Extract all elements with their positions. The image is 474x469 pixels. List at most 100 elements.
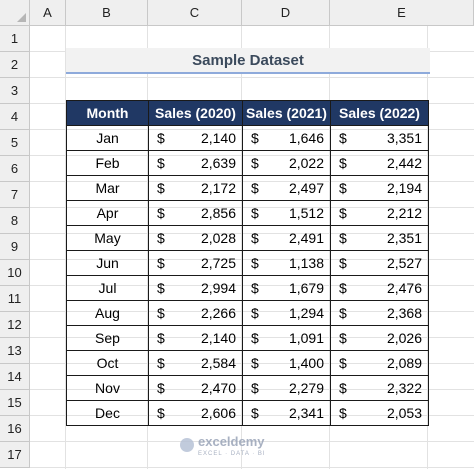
sales-cell-2020[interactable]: $2,140 bbox=[148, 325, 243, 351]
sales-cell-2022[interactable]: $2,026 bbox=[330, 325, 429, 351]
column-header-c[interactable]: C bbox=[148, 0, 242, 26]
month-cell[interactable]: Jan bbox=[66, 125, 149, 151]
currency-value: $1,138 bbox=[243, 255, 330, 271]
month-cell[interactable]: Jun bbox=[66, 250, 149, 276]
row-header-16[interactable]: 16 bbox=[0, 416, 30, 442]
sales-cell-2020[interactable]: $2,856 bbox=[148, 200, 243, 226]
sales-value: 2,322 bbox=[386, 380, 422, 396]
sales-cell-2021[interactable]: $1,512 bbox=[242, 200, 331, 226]
grid-hline bbox=[30, 467, 474, 468]
currency-value: $2,212 bbox=[331, 205, 428, 221]
month-cell[interactable]: Sep bbox=[66, 325, 149, 351]
sales-cell-2020[interactable]: $2,606 bbox=[148, 400, 243, 426]
table-row: May $2,028 $2,491 $2,351 bbox=[66, 225, 429, 251]
sales-value: 2,140 bbox=[200, 130, 236, 146]
row-header-7[interactable]: 7 bbox=[0, 182, 30, 208]
row-header-3[interactable]: 3 bbox=[0, 78, 30, 104]
sales-cell-2020[interactable]: $2,725 bbox=[148, 250, 243, 276]
sales-cell-2021[interactable]: $1,294 bbox=[242, 300, 331, 326]
row-header-4[interactable]: 4 bbox=[0, 104, 30, 130]
sales-cell-2021[interactable]: $1,400 bbox=[242, 350, 331, 376]
currency-symbol: $ bbox=[157, 280, 165, 296]
month-cell[interactable]: Apr bbox=[66, 200, 149, 226]
sales-cell-2020[interactable]: $2,639 bbox=[148, 150, 243, 176]
header-sales-2021[interactable]: Sales (2021) bbox=[242, 100, 331, 126]
table-header-row: Month Sales (2020) Sales (2021) Sales (2… bbox=[66, 100, 429, 126]
month-cell[interactable]: Jul bbox=[66, 275, 149, 301]
sales-cell-2020[interactable]: $2,140 bbox=[148, 125, 243, 151]
header-month[interactable]: Month bbox=[66, 100, 149, 126]
currency-value: $2,194 bbox=[331, 180, 428, 196]
sales-value: 2,053 bbox=[386, 405, 422, 421]
month-cell[interactable]: May bbox=[66, 225, 149, 251]
sales-cell-2021[interactable]: $1,679 bbox=[242, 275, 331, 301]
sales-value: 2,266 bbox=[200, 305, 236, 321]
dataset-title[interactable]: Sample Dataset bbox=[66, 48, 430, 74]
currency-value: $2,089 bbox=[331, 355, 428, 371]
sales-cell-2020[interactable]: $2,994 bbox=[148, 275, 243, 301]
column-header-b[interactable]: B bbox=[66, 0, 148, 26]
row-header-9[interactable]: 9 bbox=[0, 234, 30, 260]
sales-cell-2020[interactable]: $2,172 bbox=[148, 175, 243, 201]
row-header-6[interactable]: 6 bbox=[0, 156, 30, 182]
select-all-corner[interactable] bbox=[0, 0, 30, 26]
currency-value: $2,470 bbox=[149, 380, 242, 396]
sales-cell-2020[interactable]: $2,470 bbox=[148, 375, 243, 401]
month-cell[interactable]: Aug bbox=[66, 300, 149, 326]
row-header-1[interactable]: 1 bbox=[0, 26, 30, 52]
row-header-15[interactable]: 15 bbox=[0, 390, 30, 416]
currency-symbol: $ bbox=[157, 330, 165, 346]
header-sales-2022[interactable]: Sales (2022) bbox=[330, 100, 429, 126]
row-header-5[interactable]: 5 bbox=[0, 130, 30, 156]
sales-cell-2021[interactable]: $1,138 bbox=[242, 250, 331, 276]
table-row: Apr $2,856 $1,512 $2,212 bbox=[66, 200, 429, 226]
sales-value: 2,491 bbox=[288, 230, 324, 246]
sales-cell-2022[interactable]: $2,368 bbox=[330, 300, 429, 326]
sales-cell-2022[interactable]: $3,351 bbox=[330, 125, 429, 151]
row-header-17[interactable]: 17 bbox=[0, 442, 30, 468]
sales-cell-2022[interactable]: $2,322 bbox=[330, 375, 429, 401]
sales-value: 2,028 bbox=[200, 230, 236, 246]
row-header-10[interactable]: 10 bbox=[0, 260, 30, 286]
column-header-a[interactable]: A bbox=[30, 0, 66, 26]
sales-cell-2022[interactable]: $2,212 bbox=[330, 200, 429, 226]
sales-cell-2022[interactable]: $2,442 bbox=[330, 150, 429, 176]
sales-cell-2021[interactable]: $2,022 bbox=[242, 150, 331, 176]
sales-cell-2021[interactable]: $1,646 bbox=[242, 125, 331, 151]
sales-cell-2021[interactable]: $1,091 bbox=[242, 325, 331, 351]
sales-cell-2022[interactable]: $2,089 bbox=[330, 350, 429, 376]
sales-cell-2020[interactable]: $2,028 bbox=[148, 225, 243, 251]
row-header-2[interactable]: 2 bbox=[0, 52, 30, 78]
currency-symbol: $ bbox=[251, 155, 259, 171]
column-header-e[interactable]: E bbox=[330, 0, 474, 26]
sales-value: 2,194 bbox=[386, 180, 422, 196]
sales-value: 2,172 bbox=[200, 180, 236, 196]
column-header-d[interactable]: D bbox=[242, 0, 330, 26]
month-cell[interactable]: Feb bbox=[66, 150, 149, 176]
sales-cell-2021[interactable]: $2,497 bbox=[242, 175, 331, 201]
header-sales-2020[interactable]: Sales (2020) bbox=[148, 100, 243, 126]
month-cell[interactable]: Oct bbox=[66, 350, 149, 376]
currency-symbol: $ bbox=[157, 405, 165, 421]
row-header-13[interactable]: 13 bbox=[0, 338, 30, 364]
sales-cell-2022[interactable]: $2,476 bbox=[330, 275, 429, 301]
sales-cell-2021[interactable]: $2,279 bbox=[242, 375, 331, 401]
sales-cell-2022[interactable]: $2,194 bbox=[330, 175, 429, 201]
sales-cell-2021[interactable]: $2,341 bbox=[242, 400, 331, 426]
row-header-8[interactable]: 8 bbox=[0, 208, 30, 234]
sales-cell-2021[interactable]: $2,491 bbox=[242, 225, 331, 251]
sales-cell-2022[interactable]: $2,053 bbox=[330, 400, 429, 426]
row-header-14[interactable]: 14 bbox=[0, 364, 30, 390]
month-cell[interactable]: Mar bbox=[66, 175, 149, 201]
sales-cell-2020[interactable]: $2,266 bbox=[148, 300, 243, 326]
currency-symbol: $ bbox=[251, 330, 259, 346]
table-row: Nov $2,470 $2,279 $2,322 bbox=[66, 375, 429, 401]
month-cell[interactable]: Dec bbox=[66, 400, 149, 426]
month-cell[interactable]: Nov bbox=[66, 375, 149, 401]
row-header-12[interactable]: 12 bbox=[0, 312, 30, 338]
sales-cell-2022[interactable]: $2,351 bbox=[330, 225, 429, 251]
currency-symbol: $ bbox=[157, 130, 165, 146]
row-header-11[interactable]: 11 bbox=[0, 286, 30, 312]
sales-cell-2020[interactable]: $2,584 bbox=[148, 350, 243, 376]
sales-cell-2022[interactable]: $2,527 bbox=[330, 250, 429, 276]
